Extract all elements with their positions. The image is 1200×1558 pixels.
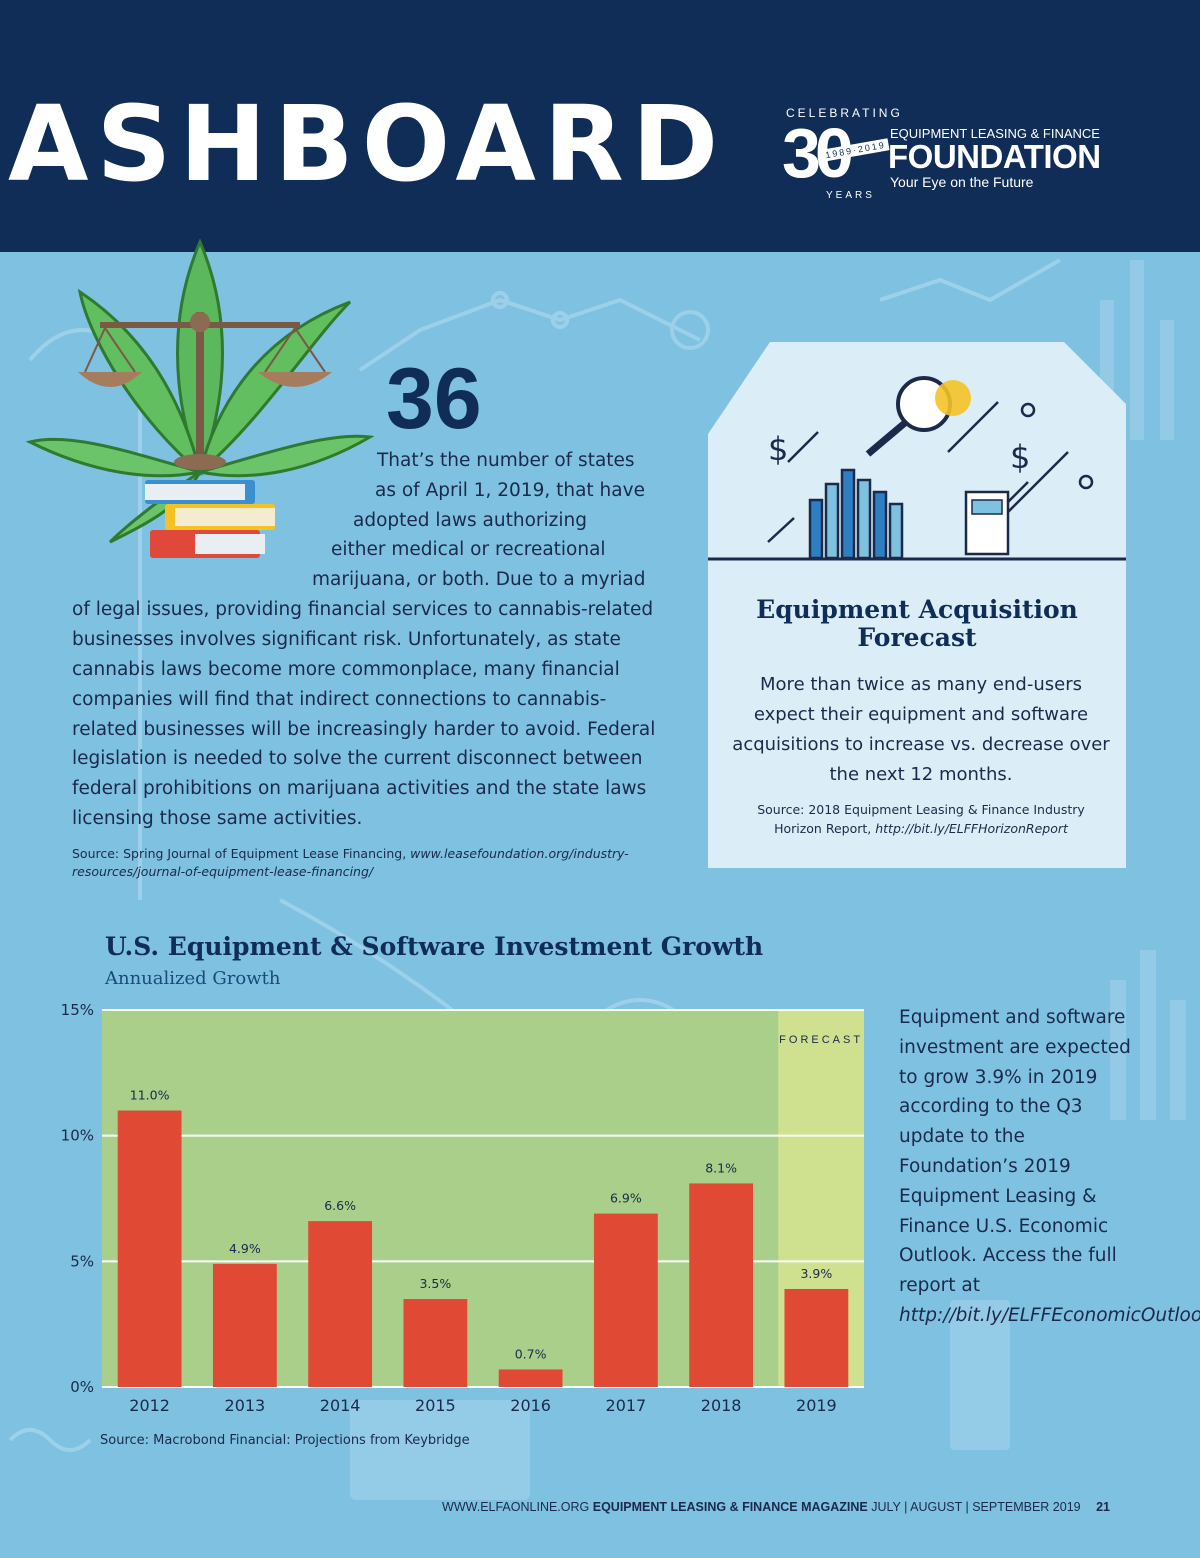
- x-tick-label: 2013: [225, 1396, 266, 1415]
- logo-foundation-name: FOUNDATION: [888, 138, 1101, 175]
- logo-org-line: EQUIPMENT LEASING & FINANCE: [890, 126, 1100, 141]
- acquisition-source: Source: 2018 Equipment Leasing & Finance…: [732, 800, 1110, 838]
- chart-subtitle: Annualized Growth: [105, 968, 281, 989]
- side-note-text: Equipment and software investment are ex…: [899, 1007, 1131, 1297]
- acquisition-title: Equipment Acquisition Forecast: [756, 595, 1078, 652]
- stat-line: either medical or recreational: [331, 539, 606, 560]
- logo-celebrating: CELEBRATING: [786, 106, 903, 120]
- masthead-title: ASHBOARD: [8, 83, 727, 205]
- y-tick-label: 5%: [70, 1252, 94, 1270]
- stat-line: That’s the number of states: [377, 450, 635, 471]
- footer-site[interactable]: WWW.ELFAONLINE.ORG: [442, 1500, 590, 1514]
- stat-line: adopted laws authorizing: [353, 510, 587, 531]
- side-note-link[interactable]: http://bit.ly/ELFFEconomicOutlook: [899, 1304, 1200, 1326]
- cannabis-scales-illustration: [25, 238, 375, 558]
- dollar-icon: $: [768, 430, 788, 468]
- stat-line: licensing those same activities.: [72, 808, 363, 829]
- books-icon: [145, 480, 275, 558]
- x-tick-label: 2019: [796, 1396, 837, 1415]
- forecast-label: FORECAST: [779, 1034, 863, 1046]
- magnifier-icon: [865, 376, 971, 457]
- y-tick-label: 0%: [70, 1378, 94, 1396]
- x-tick-label: 2017: [606, 1396, 647, 1415]
- y-tick-label: 15%: [61, 1001, 94, 1019]
- stat-line: as of April 1, 2019, that have: [375, 480, 645, 501]
- stat-line: companies will find that indirect connec…: [72, 689, 607, 710]
- data-label: 3.5%: [419, 1276, 451, 1291]
- stat-source: Source: Spring Journal of Equipment Leas…: [72, 845, 672, 881]
- dollar-icon: $: [1010, 438, 1030, 476]
- data-label: 3.9%: [800, 1266, 832, 1281]
- bar: [593, 1213, 658, 1387]
- bar: [498, 1369, 563, 1387]
- side-note: Equipment and software investment are ex…: [899, 1003, 1200, 1331]
- logo-tagline: Your Eye on the Future: [890, 174, 1034, 190]
- acquisition-body: More than twice as many end-users expect…: [732, 674, 1110, 785]
- logo-years: YEARS: [826, 190, 875, 201]
- stat-line: related businesses will be increasingly …: [72, 719, 656, 740]
- stat-source-link[interactable]: www.leasefoundation.org/industry-resourc…: [72, 846, 629, 879]
- data-label: 6.9%: [610, 1191, 642, 1206]
- stat-line: federal prohibitions on marijuana activi…: [72, 778, 647, 799]
- chart-source: Source: Macrobond Financial: Projections…: [100, 1433, 470, 1448]
- bar: [117, 1110, 182, 1387]
- stat-line: businesses involves significant risk. Un…: [72, 629, 621, 650]
- dot-icon: [1020, 402, 1036, 418]
- data-label: 6.6%: [324, 1198, 356, 1213]
- header-banner: ASHBOARD CELEBRATING 30 1989·2019 YEARS …: [0, 0, 1200, 252]
- calculator-icon: [964, 490, 1010, 556]
- bar: [403, 1299, 468, 1387]
- chart-title: U.S. Equipment & Software Investment Gro…: [105, 932, 764, 961]
- acquisition-card: $ $: [708, 342, 1126, 868]
- dot-icon: [1078, 474, 1094, 490]
- scales-icon: [78, 312, 332, 470]
- bar: [689, 1183, 754, 1387]
- x-tick-label: 2012: [129, 1396, 170, 1415]
- foundation-logo: CELEBRATING 30 1989·2019 YEARS EQUIPMENT…: [782, 104, 1142, 204]
- forecast-chart-icon: [767, 401, 1069, 560]
- page-number: 21: [1096, 1500, 1110, 1514]
- stat-line: of legal issues, providing financial ser…: [72, 599, 654, 620]
- stat-line: marijuana, or both. Due to a myriad: [312, 569, 646, 590]
- bar: [308, 1221, 373, 1387]
- x-tick-label: 2018: [701, 1396, 742, 1415]
- x-tick-label: 2015: [415, 1396, 456, 1415]
- bar: [212, 1263, 277, 1387]
- bar: [784, 1288, 849, 1387]
- stat-line: legislation is needed to solve the curre…: [72, 748, 643, 769]
- x-tick-label: 2016: [510, 1396, 551, 1415]
- x-tick-label: 2014: [320, 1396, 361, 1415]
- footer-publication: EQUIPMENT LEASING & FINANCE MAGAZINE: [592, 1500, 868, 1514]
- investment-growth-chart: FORECAST 0% 5% 10% 15% 11.0% 2012 4.9% 2013 6.6% 2…: [61, 1001, 864, 1415]
- data-label: 11.0%: [130, 1088, 170, 1103]
- data-label: 0.7%: [515, 1346, 547, 1361]
- stat-line: cannabis laws become more commonplace, m…: [72, 659, 620, 680]
- stat-number: 36: [386, 351, 482, 447]
- y-tick-label: 10%: [61, 1127, 94, 1145]
- stat-source-prefix: Source: Spring Journal of Equipment Leas…: [72, 846, 411, 861]
- data-label: 8.1%: [705, 1160, 737, 1175]
- page-footer: WWW.ELFAONLINE.ORG EQUIPMENT LEASING & F…: [0, 1500, 1110, 1514]
- acquisition-source-link[interactable]: http://bit.ly/ELFFHorizonReport: [875, 821, 1068, 836]
- data-label: 4.9%: [229, 1241, 261, 1256]
- acquisition-source-prefix: Source: 2018 Equipment Leasing & Finance…: [757, 802, 1085, 836]
- footer-issue: JULY | AUGUST | SEPTEMBER 2019: [871, 1500, 1081, 1514]
